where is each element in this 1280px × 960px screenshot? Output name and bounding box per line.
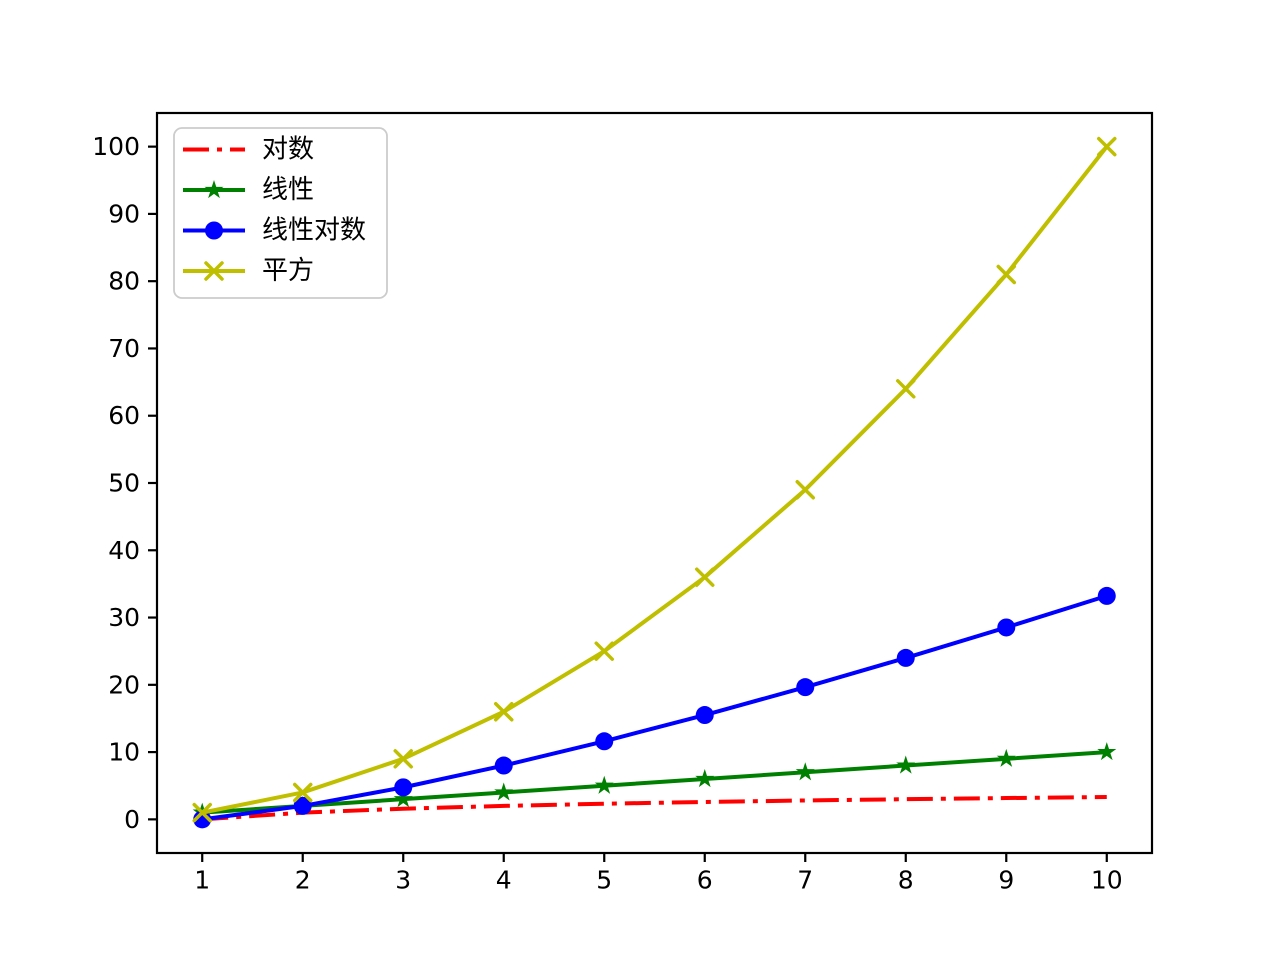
x-marker — [292, 782, 313, 803]
star-marker — [996, 748, 1016, 767]
y-tick-label: 50 — [108, 469, 140, 498]
star-marker — [1097, 742, 1117, 761]
legend-entry-linear: 线性 — [183, 175, 314, 205]
x-tick-label: 2 — [295, 865, 311, 894]
y-tick-label: 30 — [108, 603, 140, 632]
y-tick-label: 20 — [108, 670, 140, 699]
x-marker — [1097, 136, 1117, 157]
x-tick-label: 7 — [797, 865, 813, 894]
circle-marker — [695, 706, 714, 725]
series-line-logarithm — [202, 795, 1107, 822]
x-tick-label: 9 — [998, 865, 1014, 894]
legend-label-linearithmic: 线性对数 — [262, 216, 366, 246]
series-linearithmic — [193, 586, 1116, 829]
circle-marker — [896, 648, 915, 667]
y-tick-label: 10 — [108, 738, 140, 767]
y-tick-label: 0 — [124, 805, 140, 834]
circle-marker — [1097, 586, 1116, 605]
circle-marker — [494, 756, 513, 775]
series-square — [192, 136, 1117, 823]
y-tick-label: 40 — [108, 536, 140, 565]
circle-marker — [293, 796, 312, 815]
star-marker — [695, 769, 715, 788]
star-marker — [494, 782, 514, 801]
legend-box — [173, 127, 388, 299]
y-tick-label: 100 — [92, 132, 140, 161]
x-tick-label: 6 — [697, 865, 713, 894]
circle-marker — [394, 778, 413, 797]
legend-entry-logarithm: 对数 — [183, 135, 314, 165]
series-line-linearithmic — [201, 593, 1108, 822]
star-marker — [393, 789, 413, 808]
y-tick-label: 70 — [108, 334, 140, 363]
x-tick-label: 5 — [596, 865, 612, 894]
legend-label-square: 平方 — [262, 256, 314, 286]
star-marker — [795, 762, 815, 781]
x-marker — [594, 641, 614, 661]
circle-marker — [796, 678, 815, 697]
y-axis-ticks: 0 10 20 30 40 50 60 70 80 90 100 — [92, 132, 157, 834]
y-tick-label: 90 — [108, 199, 140, 228]
circle-marker — [997, 618, 1016, 637]
legend-label-linear: 线性 — [262, 175, 314, 205]
legend-entry-linearithmic: 线性对数 — [183, 216, 366, 246]
y-tick-label: 80 — [108, 267, 140, 296]
circle-marker — [205, 221, 223, 240]
star-marker — [896, 755, 916, 774]
x-marker — [393, 749, 413, 769]
x-marker — [493, 701, 514, 722]
x-marker — [896, 379, 916, 399]
legend-entry-square: 平方 — [183, 256, 314, 286]
x-tick-label: 1 — [194, 865, 210, 894]
star-marker — [594, 775, 614, 794]
series-logarithm — [202, 795, 1107, 822]
x-tick-label: 4 — [496, 865, 512, 894]
circle-marker — [595, 732, 614, 751]
x-marker — [996, 264, 1017, 285]
series-line-square — [201, 145, 1109, 815]
x-marker — [192, 802, 212, 823]
x-marker — [204, 261, 224, 281]
x-axis-ticks: 1 2 3 4 5 6 7 8 9 10 — [194, 853, 1123, 894]
y-tick-label: 60 — [108, 401, 140, 430]
x-marker — [695, 567, 715, 587]
series-line-linear — [202, 750, 1107, 815]
x-tick-label: 3 — [395, 865, 411, 894]
star-marker — [204, 180, 224, 199]
legend-label-logarithm: 对数 — [262, 135, 314, 165]
x-marker — [795, 479, 816, 500]
x-tick-label: 10 — [1091, 865, 1123, 894]
x-tick-label: 8 — [898, 865, 914, 894]
